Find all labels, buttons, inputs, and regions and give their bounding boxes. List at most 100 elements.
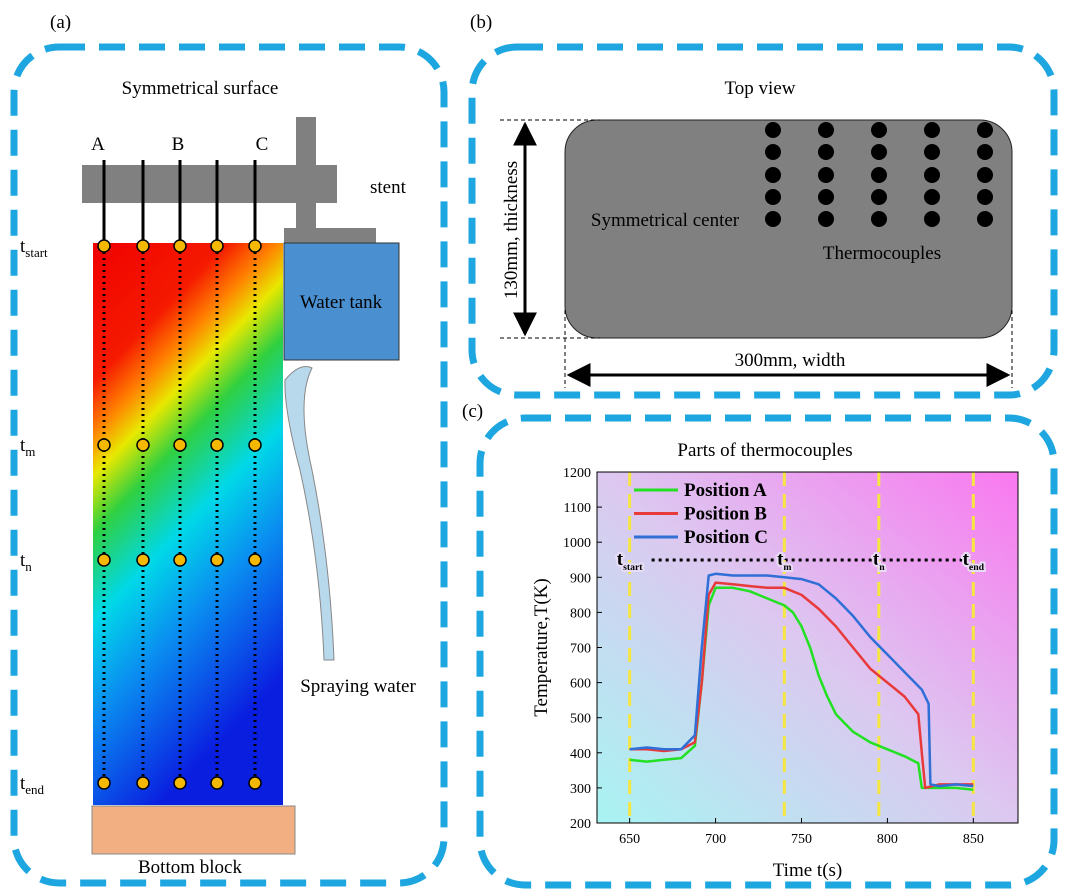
probe-point xyxy=(137,240,149,252)
thermocouple xyxy=(871,211,887,227)
x-tick-label: 700 xyxy=(705,832,726,847)
spraying-water-label: Spraying water xyxy=(300,676,416,697)
plot-background xyxy=(597,472,1018,823)
panel-label: (a) xyxy=(50,12,71,33)
stent-label: stent xyxy=(370,177,407,198)
label-sub: end xyxy=(25,782,44,797)
thermocouple xyxy=(977,144,993,160)
probe-point xyxy=(137,554,149,566)
thermocouple xyxy=(977,211,993,227)
probe-point xyxy=(98,554,110,566)
y-axis-label: Temperature,T(K) xyxy=(531,578,552,716)
label-sub: m xyxy=(783,562,791,573)
y-tick-label: 400 xyxy=(570,747,591,762)
label-sub: start xyxy=(25,245,48,260)
panel-label: (b) xyxy=(470,12,492,33)
y-tick-label: 1000 xyxy=(563,536,591,551)
thermocouple xyxy=(818,189,834,205)
thermocouple xyxy=(871,122,887,138)
y-tick-label: 1200 xyxy=(563,466,591,481)
probe-point xyxy=(249,439,261,451)
x-tick-label: 850 xyxy=(963,832,984,847)
thermocouple xyxy=(871,189,887,205)
probe-point xyxy=(211,777,223,789)
bottom-block-label: Bottom block xyxy=(138,857,242,878)
thermocouple xyxy=(924,167,940,183)
time-label: tn xyxy=(20,550,32,574)
thermocouple xyxy=(765,167,781,183)
x-tick-label: 800 xyxy=(877,832,898,847)
figure: (a) Symmetrical surface A B C stent Wate… xyxy=(0,0,1065,892)
probe-point xyxy=(211,240,223,252)
thermocouples-label: Thermocouples xyxy=(823,243,941,264)
legend-label: Position B xyxy=(684,504,767,525)
label-sub: end xyxy=(969,562,985,573)
thermocouple xyxy=(818,167,834,183)
thermocouple xyxy=(765,211,781,227)
thermocouple xyxy=(765,122,781,138)
probe-point xyxy=(174,240,186,252)
probe-point xyxy=(174,554,186,566)
thermocouple xyxy=(765,189,781,205)
probe-point xyxy=(98,439,110,451)
label-sub: n xyxy=(879,562,885,573)
x-tick-label: 650 xyxy=(619,832,640,847)
spraying-water xyxy=(285,367,334,661)
y-tick-label: 700 xyxy=(570,642,591,657)
thermocouple xyxy=(924,211,940,227)
y-tick-label: 300 xyxy=(570,782,591,797)
y-tick-label: 900 xyxy=(570,571,591,586)
x-axis-label: Time t(s) xyxy=(773,860,843,881)
label-sub: start xyxy=(623,562,643,573)
probe-point xyxy=(211,554,223,566)
thermocouple xyxy=(977,167,993,183)
thermocouple xyxy=(871,144,887,160)
position-label: C xyxy=(256,134,269,155)
probe-point xyxy=(137,439,149,451)
thermocouple xyxy=(924,122,940,138)
bottom-block xyxy=(92,806,295,854)
time-labels: tstart tm tn tend xyxy=(20,236,48,797)
y-tick-label: 600 xyxy=(570,677,591,692)
thermocouple xyxy=(818,144,834,160)
time-label: tm xyxy=(20,435,35,459)
probe-point xyxy=(137,777,149,789)
width-label: 300mm, width xyxy=(735,350,846,371)
legend-label: Position C xyxy=(684,527,768,548)
panel-title: Top view xyxy=(725,78,796,99)
probe-point xyxy=(174,439,186,451)
x-tick-label: 750 xyxy=(791,832,812,847)
thermocouple xyxy=(818,211,834,227)
probe-point xyxy=(249,554,261,566)
panel-label: (c) xyxy=(462,401,483,422)
thermocouple xyxy=(977,189,993,205)
y-tick-label: 200 xyxy=(570,817,591,832)
label-sub: m xyxy=(25,444,35,459)
label-sub: n xyxy=(25,559,32,574)
stent xyxy=(82,117,376,243)
thermocouple xyxy=(924,144,940,160)
probe-point xyxy=(174,777,186,789)
probe-point xyxy=(249,240,261,252)
position-label: A xyxy=(91,134,105,155)
position-label: B xyxy=(172,134,185,155)
center-label: Symmetrical center xyxy=(591,210,740,231)
thermocouple xyxy=(871,167,887,183)
thermocouple xyxy=(818,122,834,138)
chart: 200 300 400 500 600 700 800 900 1000 1100 1200 650 7… xyxy=(531,466,1018,881)
legend-label: Position A xyxy=(684,480,767,501)
time-label: tend xyxy=(20,773,45,797)
thermocouple xyxy=(924,189,940,205)
thermocouple xyxy=(765,144,781,160)
y-tick-label: 1100 xyxy=(564,501,591,516)
chart-title: Parts of thermocouples xyxy=(677,440,852,461)
probe-point xyxy=(211,439,223,451)
probe-point xyxy=(98,777,110,789)
probe-point xyxy=(98,240,110,252)
y-tick-label: 500 xyxy=(570,712,591,727)
panel-title: Symmetrical surface xyxy=(122,78,279,99)
thermocouple xyxy=(977,122,993,138)
y-tick-label: 800 xyxy=(570,606,591,621)
thickness-label: 130mm, thickness xyxy=(501,161,522,299)
time-label: tstart xyxy=(20,236,48,260)
